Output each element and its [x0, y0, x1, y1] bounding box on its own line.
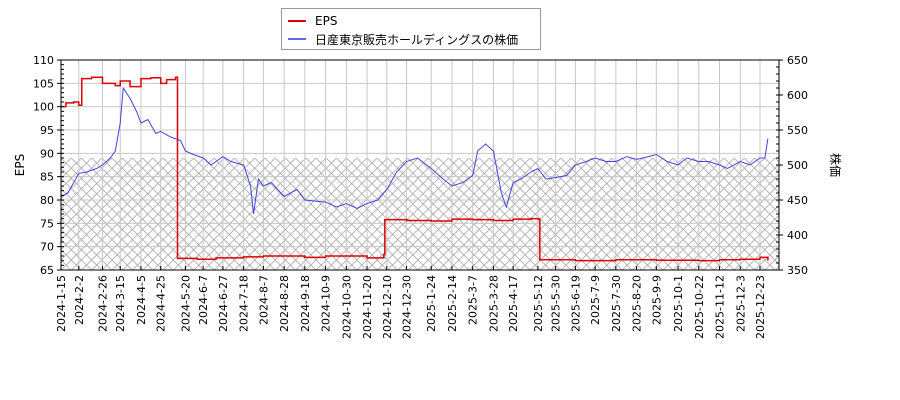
left-axis-title: EPS [13, 154, 27, 176]
right-tick-label: 550 [787, 124, 808, 137]
x-tick-label: 2024-8-28 [278, 275, 291, 332]
x-tick-label: 2025-12-3 [734, 275, 747, 332]
x-tick-label: 2025-5-30 [550, 275, 563, 332]
right-tick-label: 500 [787, 159, 808, 172]
left-tick-label: 100 [33, 101, 54, 114]
legend-label-eps: EPS [315, 14, 338, 28]
x-tick-label: 2025-5-12 [532, 275, 545, 332]
x-tick-label: 2024-12-30 [401, 275, 414, 339]
x-tick-label: 2025-4-17 [507, 275, 520, 332]
right-tick-label: 350 [787, 264, 808, 277]
legend: EPS 日産東京販売ホールディングスの株価 [281, 8, 541, 50]
x-tick-label: 2025-7-9 [589, 275, 602, 325]
hatched-region [61, 158, 779, 270]
x-tick-label: 2024-4-5 [135, 275, 148, 325]
x-tick-label: 2024-8-7 [257, 275, 270, 325]
legend-item-stock-price: 日産東京販売ホールディングスの株価 [288, 31, 518, 47]
right-y-axis: 350 400 450 500 550 600 650 [776, 54, 808, 277]
x-tick-label: 2025-7-30 [610, 275, 623, 332]
x-tick-label: 2025-6-19 [569, 275, 582, 332]
right-tick-label: 650 [787, 54, 808, 67]
x-tick-label: 2025-3-7 [467, 275, 480, 325]
left-tick-label: 95 [40, 124, 54, 137]
x-tick-label: 2024-2-2 [73, 275, 86, 325]
x-tick-label: 2024-12-10 [381, 275, 394, 339]
x-tick-label: 2024-10-9 [320, 275, 333, 332]
right-axis-title: 株価 [828, 153, 843, 177]
right-tick-label: 400 [787, 229, 808, 242]
x-tick-label: 2025-10-22 [693, 275, 706, 339]
x-tick-label: 2024-2-26 [96, 275, 109, 332]
x-tick-label: 2025-9-9 [650, 275, 663, 325]
stock-line-swatch [288, 38, 306, 40]
stock-price-line [61, 86, 769, 215]
x-tick-label: 2024-7-18 [238, 275, 251, 332]
x-tick-label: 2025-11-12 [714, 275, 727, 339]
x-tick-label: 2024-6-7 [197, 275, 210, 325]
x-tick-label: 2025-3-28 [487, 275, 500, 332]
legend-item-eps: EPS [288, 13, 337, 29]
x-tick-label: 2024-9-18 [299, 275, 312, 332]
x-axis: 2024-1-15 2024-2-2 2024-2-26 2024-3-15 2024-… [55, 266, 767, 339]
x-tick-label: 2025-12-23 [754, 275, 767, 339]
eps-line-swatch [288, 20, 306, 22]
x-tick-label: 2024-3-15 [114, 275, 127, 332]
legend-label-stock-price: 日産東京販売ホールディングスの株価 [315, 32, 519, 47]
left-tick-label: 70 [40, 241, 54, 254]
left-tick-label: 105 [33, 77, 54, 90]
right-tick-label: 600 [787, 89, 808, 102]
x-tick-label: 2024-11-20 [361, 275, 374, 339]
left-tick-label: 90 [40, 147, 54, 160]
x-tick-label: 2024-4-25 [155, 275, 168, 332]
x-tick-label: 2025-2-14 [446, 275, 459, 332]
left-tick-label: 85 [40, 171, 54, 184]
left-tick-label: 110 [33, 54, 54, 67]
left-tick-label: 65 [40, 264, 54, 277]
x-tick-label: 2024-1-15 [55, 275, 68, 332]
x-tick-label: 2024-10-30 [340, 275, 353, 339]
x-tick-label: 2025-1-24 [425, 275, 438, 332]
x-tick-label: 2025-10-1 [672, 275, 685, 332]
right-tick-label: 450 [787, 194, 808, 207]
x-tick-label: 2024-5-20 [179, 275, 192, 332]
x-tick-label: 2025-8-20 [631, 275, 644, 332]
left-tick-label: 80 [40, 194, 54, 207]
x-tick-label: 2024-6-27 [217, 275, 230, 332]
left-tick-label: 75 [40, 217, 54, 230]
eps-line [61, 76, 769, 262]
left-y-axis: 65 70 75 80 85 90 95 100 105 110 [33, 54, 64, 277]
series-layer [61, 76, 769, 262]
